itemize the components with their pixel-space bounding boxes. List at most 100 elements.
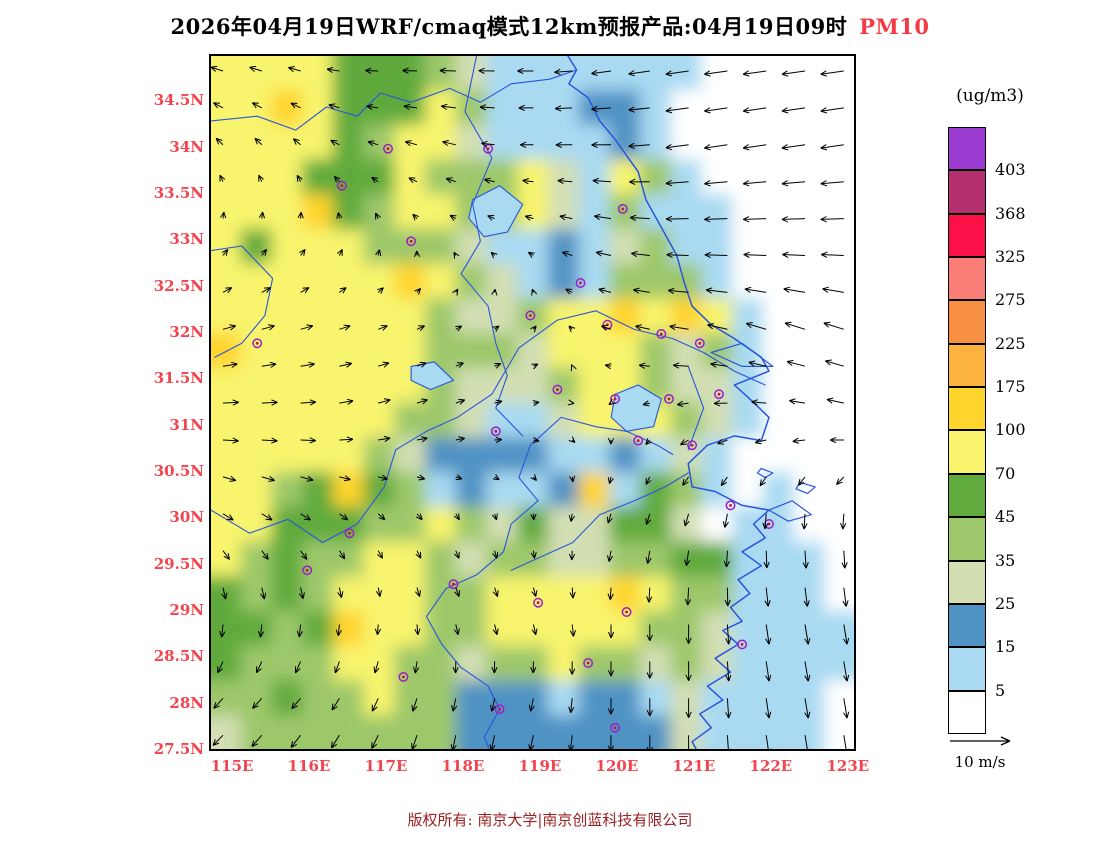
wind-arrow bbox=[494, 363, 502, 369]
wind-arrow bbox=[260, 587, 267, 600]
wind-arrow bbox=[524, 214, 534, 221]
wind-arrow bbox=[258, 174, 264, 182]
legend-color-box bbox=[948, 603, 986, 648]
lat-tick-label: 30N bbox=[169, 508, 204, 527]
wind-arrow bbox=[491, 513, 498, 521]
lake-shape bbox=[468, 185, 524, 238]
station-marker bbox=[687, 440, 698, 451]
lon-tick-label: 120E bbox=[595, 757, 639, 775]
wind-arrow bbox=[645, 476, 652, 485]
lon-tick-label: 118E bbox=[441, 757, 485, 775]
wind-arrow bbox=[261, 475, 276, 482]
wind-arrow bbox=[763, 550, 770, 569]
wind-arrow bbox=[453, 251, 460, 259]
wind-arrow bbox=[554, 105, 573, 112]
wind-arrow bbox=[557, 177, 573, 185]
boundary-path bbox=[211, 69, 578, 131]
wind-arrow bbox=[705, 287, 728, 294]
wind-arrow bbox=[300, 287, 310, 294]
wind-arrow bbox=[786, 359, 806, 367]
wind-arrow bbox=[820, 144, 844, 151]
wind-arrow bbox=[748, 360, 767, 367]
station-marker bbox=[252, 338, 263, 349]
wind-arrow bbox=[601, 324, 612, 331]
wind-arrow bbox=[531, 288, 538, 296]
wind-arrow bbox=[494, 436, 503, 444]
wind-arrow bbox=[532, 436, 540, 444]
wind-arrow bbox=[261, 513, 273, 521]
station-markers-layer bbox=[252, 143, 774, 733]
station-marker bbox=[764, 519, 774, 529]
station-marker-dot bbox=[402, 675, 405, 679]
wind-arrow bbox=[412, 213, 419, 221]
wind-arrow bbox=[591, 105, 612, 112]
wind-arrow bbox=[492, 587, 499, 597]
wind-arrow bbox=[843, 698, 850, 719]
wind-arrow bbox=[478, 67, 495, 74]
wind-arrow bbox=[455, 362, 464, 369]
wind-arrow bbox=[765, 698, 772, 719]
wind-arrow bbox=[704, 216, 728, 223]
wind-arrow bbox=[261, 361, 277, 368]
lon-tick-label: 123E bbox=[826, 757, 870, 775]
wind-arrows-layer bbox=[211, 65, 850, 749]
wind-arrow bbox=[222, 324, 237, 331]
wind-arrow bbox=[490, 251, 498, 259]
wind-arrow bbox=[762, 513, 769, 530]
wind-arrow bbox=[665, 107, 689, 114]
wind-arrow bbox=[797, 476, 806, 486]
station-marker-dot bbox=[452, 582, 455, 586]
wind-arrow bbox=[219, 174, 226, 182]
wind-arrow bbox=[404, 140, 418, 147]
wind-arrow bbox=[374, 624, 382, 636]
legend-color-box bbox=[948, 690, 986, 734]
wind-arrow bbox=[221, 587, 228, 600]
wind-arrow bbox=[416, 436, 428, 443]
station-marker-dot bbox=[740, 643, 744, 646]
wind-arrow bbox=[300, 399, 317, 406]
wind-arrow bbox=[667, 287, 689, 295]
station-marker-dot bbox=[579, 281, 582, 285]
legend-level-label: 225 bbox=[995, 333, 1026, 353]
wind-arrow bbox=[416, 325, 425, 332]
wind-arrow bbox=[570, 364, 577, 372]
wind-arrow bbox=[452, 661, 459, 674]
wind-arrow bbox=[416, 361, 427, 368]
station-marker bbox=[302, 565, 313, 576]
wind-arrow bbox=[684, 587, 692, 606]
wind-arrow bbox=[366, 103, 379, 111]
wind-arrow bbox=[221, 248, 229, 256]
wind-arrow bbox=[765, 624, 772, 645]
wind-arrow bbox=[517, 67, 534, 75]
station-marker bbox=[664, 393, 674, 404]
station-marker bbox=[633, 435, 644, 446]
wind-arrow bbox=[742, 107, 767, 114]
wind-arrow bbox=[666, 251, 689, 259]
wind-arrow bbox=[489, 735, 496, 749]
station-marker bbox=[656, 329, 667, 339]
wind-arrow bbox=[519, 141, 534, 148]
wind-arrow bbox=[333, 175, 341, 183]
station-marker bbox=[490, 426, 501, 437]
wind-arrow bbox=[217, 661, 224, 674]
wind-arrow bbox=[665, 143, 689, 151]
wind-arrow bbox=[378, 474, 388, 481]
wind-arrow bbox=[633, 287, 650, 294]
wind-arrow bbox=[820, 107, 844, 114]
legend-level-label: 25 bbox=[995, 593, 1016, 613]
wind-arrow bbox=[704, 180, 728, 187]
station-marker bbox=[610, 722, 621, 733]
station-marker bbox=[533, 597, 544, 608]
lat-tick-label: 29.5N bbox=[153, 554, 204, 573]
station-marker bbox=[575, 278, 586, 288]
wind-arrow bbox=[330, 139, 340, 146]
wind-arrow bbox=[261, 550, 269, 560]
wind-arrow bbox=[569, 587, 576, 599]
wind-arrow bbox=[339, 475, 351, 482]
wind-arrow bbox=[336, 249, 343, 256]
wind-arrow bbox=[288, 66, 301, 73]
wind-arrow bbox=[607, 624, 615, 639]
wind-arrow bbox=[331, 698, 340, 711]
lat-tick-label: 28N bbox=[169, 693, 204, 712]
wind-arrow bbox=[261, 287, 271, 294]
